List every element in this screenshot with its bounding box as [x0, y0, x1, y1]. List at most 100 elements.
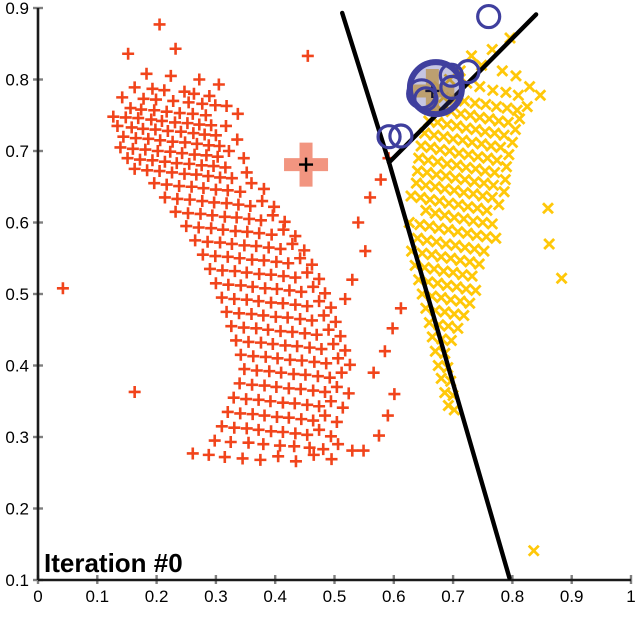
data-point-plus — [244, 200, 257, 213]
data-point-plus — [324, 430, 337, 443]
data-point-cross — [501, 102, 514, 115]
data-point-plus — [205, 222, 218, 235]
data-point-cross — [457, 212, 470, 225]
data-point-cross — [492, 114, 505, 127]
data-point-cross — [441, 279, 454, 292]
data-point-plus — [317, 443, 330, 456]
data-point-cross — [430, 235, 443, 248]
data-point-cross — [435, 250, 448, 263]
data-point-cross — [460, 122, 473, 135]
data-point-cross — [477, 177, 490, 190]
data-point-cross — [425, 248, 438, 261]
data-point-plus — [232, 198, 245, 211]
data-point-cross — [486, 84, 499, 97]
data-point-plus — [274, 325, 287, 338]
data-point-plus — [265, 296, 278, 309]
data-point-plus — [222, 145, 235, 157]
data-point-plus — [205, 119, 218, 132]
data-point-cross — [429, 180, 442, 193]
data-point-plus — [136, 122, 149, 135]
data-point-plus — [246, 378, 259, 391]
data-point-plus — [169, 42, 182, 55]
data-point-plus — [275, 366, 288, 379]
data-point-cross — [527, 544, 540, 557]
x-tick-label: 0.6 — [382, 587, 406, 606]
data-point-plus — [291, 340, 304, 353]
data-point-plus — [166, 135, 179, 148]
data-point-plus — [246, 253, 259, 266]
data-point-cross — [451, 225, 464, 238]
data-point-cross — [431, 155, 444, 168]
data-point-plus — [234, 279, 247, 292]
data-point-plus — [330, 380, 343, 393]
data-point-plus — [282, 257, 295, 270]
data-point-plus — [305, 258, 318, 271]
data-point-plus — [319, 385, 332, 398]
data-point-cross — [457, 186, 470, 199]
data-point-cross — [460, 283, 473, 295]
data-point-plus — [243, 212, 256, 225]
data-point-cross — [509, 69, 522, 82]
data-point-plus — [237, 152, 250, 165]
data-point-cross — [534, 89, 547, 102]
data-point-plus — [209, 129, 222, 142]
x-tick-label: 0.7 — [441, 587, 465, 606]
data-point-plus — [111, 119, 124, 132]
data-point-plus — [164, 69, 177, 82]
data-point-plus — [221, 184, 234, 197]
data-point-cross — [444, 252, 457, 265]
y-tick-label: 0.8 — [5, 71, 29, 90]
data-point-cross — [463, 255, 476, 268]
data-point-cross — [448, 184, 461, 197]
data-point-plus — [183, 193, 196, 206]
data-point-plus — [289, 230, 302, 243]
data-point-cross — [450, 119, 463, 132]
data-point-plus — [153, 165, 166, 178]
data-point-plus — [202, 170, 215, 183]
data-point-cross — [450, 159, 463, 172]
data-point-plus — [188, 148, 201, 161]
data-point-plus — [394, 302, 407, 315]
data-point-plus — [164, 145, 177, 158]
data-point-cross — [492, 198, 505, 211]
data-point-plus — [194, 207, 207, 220]
data-point-cross — [442, 320, 455, 333]
data-point-plus — [257, 309, 270, 322]
data-point-cross — [424, 141, 437, 154]
data-point-cross — [541, 202, 554, 215]
data-point-plus — [133, 153, 146, 166]
data-point-cross — [456, 134, 469, 147]
data-point-cross — [429, 207, 442, 220]
data-point-plus — [155, 114, 168, 127]
data-point-plus — [227, 391, 240, 404]
data-point-plus — [218, 451, 231, 464]
data-point-cross — [434, 143, 447, 156]
data-point-plus — [178, 85, 191, 98]
data-point-cross — [429, 345, 442, 358]
data-point-plus — [146, 154, 159, 167]
data-point-cross — [422, 154, 435, 167]
data-point-plus — [207, 160, 220, 173]
data-point-cross — [439, 170, 452, 183]
data-point-cross — [467, 187, 480, 200]
data-point-cross — [464, 109, 477, 122]
data-point-plus — [334, 330, 347, 343]
data-point-cross — [437, 265, 450, 278]
axes-group — [36, 8, 631, 582]
data-point-plus — [352, 216, 365, 229]
data-point-plus — [289, 455, 302, 468]
data-point-plus — [257, 254, 270, 267]
data-point-plus — [284, 353, 297, 366]
data-point-plus — [222, 278, 235, 291]
data-point-plus — [313, 423, 326, 436]
y-tick-label: 0.1 — [5, 571, 29, 590]
data-point-cross — [428, 129, 441, 142]
data-point-plus — [262, 241, 275, 254]
support-vector-marker — [376, 124, 402, 150]
data-point-plus — [151, 145, 164, 157]
data-point-cross — [419, 204, 432, 217]
data-point-plus — [313, 295, 326, 308]
data-point-cross — [415, 140, 428, 152]
support-vector-marker — [413, 86, 439, 112]
